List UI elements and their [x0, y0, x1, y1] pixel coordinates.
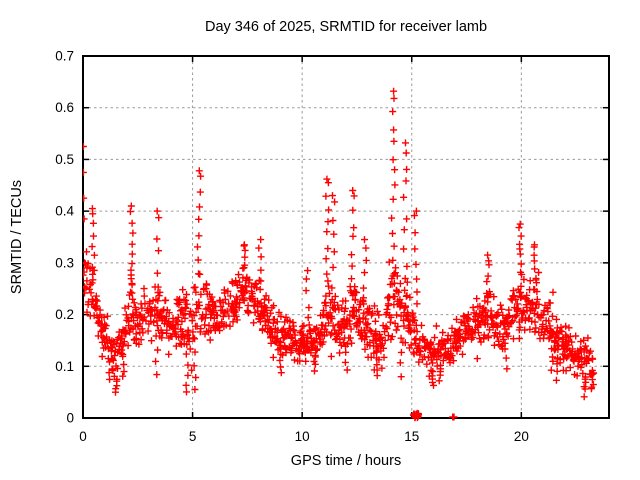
- svg-text:0: 0: [79, 429, 87, 444]
- svg-text:0.1: 0.1: [55, 359, 74, 374]
- svg-text:0: 0: [66, 411, 74, 426]
- y-axis-tick-labels: 0 0.1 0.2 0.3 0.4 0.5 0.6 0.7: [55, 49, 74, 426]
- svg-text:5: 5: [189, 429, 197, 444]
- svg-text:10: 10: [295, 429, 310, 444]
- svg-text:20: 20: [514, 429, 529, 444]
- svg-text:0.4: 0.4: [55, 204, 74, 219]
- svg-text:0.5: 0.5: [55, 152, 74, 167]
- y-axis-label: SRMTID / TECUs: [9, 180, 25, 294]
- plot-area-border: [82, 55, 610, 419]
- svg-text:0.2: 0.2: [55, 307, 74, 322]
- svg-text:0.6: 0.6: [55, 100, 74, 115]
- svg-text:0.7: 0.7: [55, 49, 74, 64]
- data-points-red-plus-markers: [83, 87, 598, 422]
- x-axis-label: GPS time / hours: [291, 453, 401, 469]
- x-axis-tick-labels: 0 5 10 15 20: [79, 429, 529, 444]
- svg-text:15: 15: [404, 429, 419, 444]
- svg-text:0.3: 0.3: [55, 255, 74, 270]
- chart-title: Day 346 of 2025, SRMTID for receiver lam…: [205, 19, 487, 35]
